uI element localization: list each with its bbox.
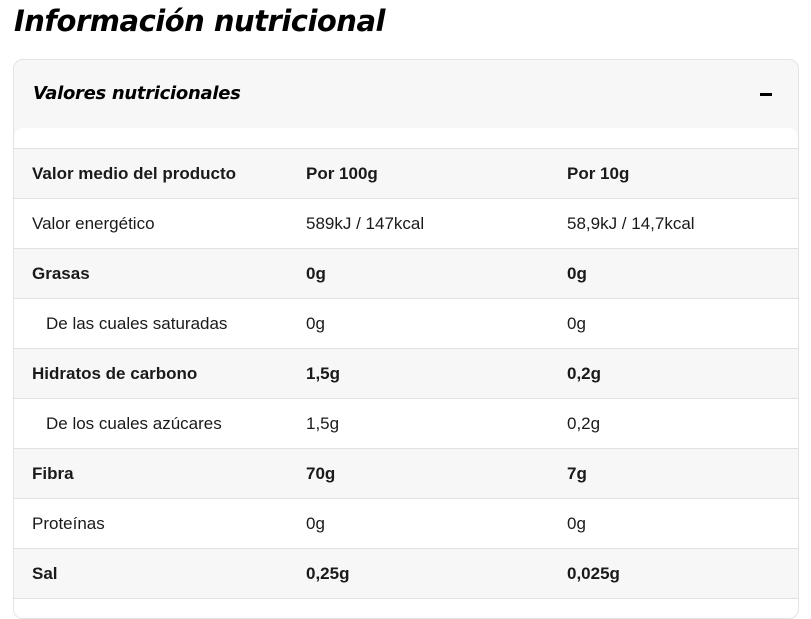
row-value-per100: 1,5g: [306, 363, 341, 383]
row-value-per100: 70g: [306, 463, 336, 483]
header-cell-per10: Por 10g: [567, 163, 630, 183]
table-row: Sal 0,25g 0,025g: [14, 548, 798, 599]
row-value-per100: 0g: [306, 263, 326, 283]
table-row: Hidratos de carbono 1,5g 0,2g: [14, 348, 798, 399]
header-cell-per100: Por 100g: [306, 163, 378, 183]
table-row: De las cuales saturadas 0g 0g: [14, 298, 798, 349]
table-row: Grasas 0g 0g: [14, 248, 798, 299]
collapse-toggle[interactable]: [757, 82, 775, 106]
row-value-per10: 0g: [567, 263, 587, 283]
header-cell-product: Valor medio del producto: [32, 163, 237, 183]
row-value-per100: 0g: [306, 313, 325, 333]
row-value-per10: 0g: [567, 513, 586, 533]
row-value-per100: 1,5g: [306, 413, 340, 433]
row-label: Sal: [32, 563, 58, 583]
accordion-body: Valor medio del producto Por 100g Por 10…: [14, 128, 798, 618]
row-value-per100: 0g: [306, 513, 325, 533]
table-row: Fibra 70g 7g: [14, 448, 798, 499]
row-value-per10: 58,9kJ / 14,7kcal: [567, 213, 695, 233]
row-value-per100: 589kJ / 147kcal: [306, 213, 425, 233]
row-label: De las cuales saturadas: [46, 313, 228, 333]
row-value-per100: 0,25g: [306, 563, 350, 583]
row-label: Fibra: [32, 463, 74, 483]
row-label: De los cuales azúcares: [46, 413, 222, 433]
table-row: Valor energético 589kJ / 147kcal 58,9kJ …: [14, 198, 798, 249]
table-row: De los cuales azúcares 1,5g 0,2g: [14, 398, 798, 449]
accordion-header[interactable]: Valores nutricionales: [14, 60, 798, 128]
row-label: Proteínas: [32, 513, 105, 533]
row-label: Hidratos de carbono: [32, 363, 198, 383]
nutrition-accordion: Valores nutricionales Valor medio del pr…: [13, 59, 799, 619]
row-value-per10: 0g: [567, 313, 586, 333]
minus-icon: [760, 92, 772, 96]
page-title: Información nutricional: [14, 4, 385, 38]
row-label: Grasas: [32, 263, 90, 283]
accordion-title: Valores nutricionales: [33, 83, 241, 104]
row-value-per10: 0,2g: [567, 413, 601, 433]
table-row: Proteínas 0g 0g: [14, 498, 798, 549]
table-header-row: Valor medio del producto Por 100g Por 10…: [14, 148, 798, 199]
row-label: Valor energético: [32, 213, 155, 233]
row-value-per10: 7g: [567, 463, 587, 483]
row-value-per10: 0,025g: [567, 563, 620, 583]
row-value-per10: 0,2g: [567, 363, 602, 383]
nutrition-table: Valor medio del producto Por 100g Por 10…: [14, 148, 798, 599]
